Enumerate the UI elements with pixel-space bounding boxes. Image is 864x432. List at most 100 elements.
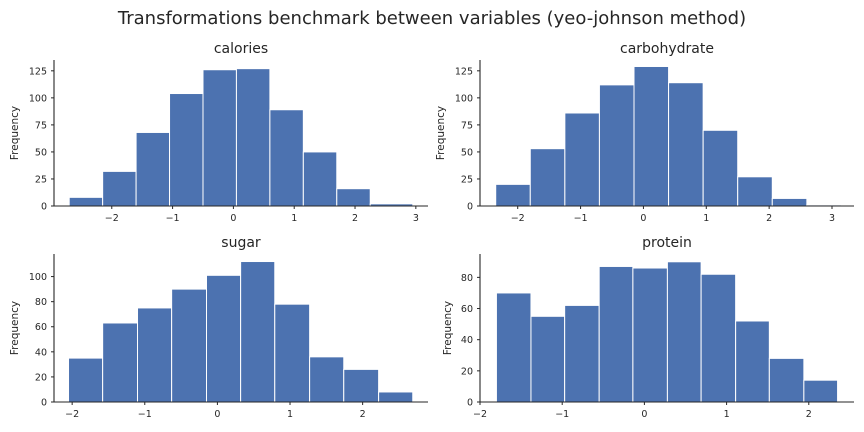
y-tick-label: 0 bbox=[41, 202, 47, 213]
x-tick-label: −2 bbox=[511, 213, 525, 224]
x-tick-label: 1 bbox=[287, 409, 293, 420]
bar bbox=[206, 274, 242, 403]
bar bbox=[240, 261, 276, 403]
x-tick-label: 0 bbox=[641, 409, 647, 420]
x-tick-label: −1 bbox=[166, 213, 180, 224]
x-tick-label: 1 bbox=[703, 213, 709, 224]
subplot-calories: −2 −1 0 1 2 3 0 25 50 75 100 125 calories Frequency bbox=[9, 41, 428, 224]
bar bbox=[564, 112, 600, 207]
y-tick-label: 75 bbox=[461, 120, 473, 131]
x-tick-label: 0 bbox=[640, 213, 646, 224]
x-tick-label: −2 bbox=[473, 409, 487, 420]
bar bbox=[302, 151, 338, 207]
x-tick-label: 1 bbox=[291, 213, 297, 224]
bar bbox=[737, 176, 773, 207]
x-tick-label: 0 bbox=[230, 213, 236, 224]
subplot-title: carbohydrate bbox=[620, 41, 714, 57]
bar bbox=[598, 265, 634, 403]
y-tick-label: 80 bbox=[35, 297, 47, 308]
y-axis-label: Frequency bbox=[9, 301, 21, 355]
bar bbox=[632, 267, 668, 403]
y-tick-label: 50 bbox=[461, 147, 473, 158]
x-tick-label: 3 bbox=[413, 213, 419, 224]
bar bbox=[803, 379, 839, 403]
bars bbox=[68, 68, 414, 207]
bar bbox=[235, 68, 271, 207]
x-tick-label: 0 bbox=[214, 409, 220, 420]
bars bbox=[495, 65, 842, 207]
subplot-title: calories bbox=[214, 41, 268, 57]
bar bbox=[495, 183, 531, 207]
y-axis-label: Frequency bbox=[9, 106, 21, 160]
bar bbox=[666, 261, 702, 403]
x-tick-label: 2 bbox=[766, 213, 772, 224]
y-tick-label: 75 bbox=[35, 120, 47, 131]
figure-title: Transformations benchmark between variab… bbox=[117, 8, 746, 29]
bars bbox=[68, 261, 414, 403]
bar bbox=[702, 129, 739, 207]
bar bbox=[102, 170, 137, 207]
y-tick-label: 0 bbox=[467, 398, 473, 409]
bar bbox=[529, 148, 566, 207]
subplot-title: sugar bbox=[221, 235, 261, 251]
bars bbox=[495, 261, 839, 403]
x-tick-label: 3 bbox=[829, 213, 835, 224]
x-tick-label: 2 bbox=[360, 409, 366, 420]
y-tick-label: 80 bbox=[461, 273, 473, 284]
y-tick-label: 40 bbox=[35, 347, 47, 358]
y-tick-label: 40 bbox=[461, 335, 473, 346]
bar bbox=[102, 322, 139, 403]
bar bbox=[171, 288, 208, 403]
y-tick-label: 125 bbox=[29, 66, 47, 77]
bar bbox=[668, 82, 704, 207]
x-tick-label: 2 bbox=[352, 213, 358, 224]
bar bbox=[68, 357, 104, 403]
bar bbox=[68, 196, 104, 207]
y-tick-label: 0 bbox=[467, 202, 473, 213]
x-tick-label: 2 bbox=[806, 409, 812, 420]
x-tick-label: −2 bbox=[65, 409, 79, 420]
y-axis-label: Frequency bbox=[442, 301, 454, 355]
y-tick-label: 125 bbox=[455, 66, 473, 77]
bar bbox=[768, 357, 805, 403]
bar bbox=[309, 356, 345, 403]
y-tick-label: 100 bbox=[455, 93, 473, 104]
x-tick-label: −2 bbox=[105, 213, 119, 224]
bar bbox=[135, 131, 171, 207]
bar bbox=[343, 368, 380, 403]
x-tick-label: −1 bbox=[574, 213, 588, 224]
x-tick-label: −1 bbox=[138, 409, 152, 420]
y-tick-label: 25 bbox=[35, 174, 47, 185]
bar bbox=[336, 188, 371, 207]
subplots-grid: −2 −1 0 1 2 30255075100125caloriesFrequency−2… bbox=[9, 41, 854, 420]
y-tick-label: 60 bbox=[461, 304, 473, 315]
x-tick-label: −1 bbox=[555, 409, 569, 420]
y-tick-label: 20 bbox=[35, 372, 47, 383]
bar bbox=[530, 315, 566, 403]
bar bbox=[735, 320, 770, 403]
y-tick-label: 100 bbox=[29, 272, 47, 283]
y-tick-label: 0 bbox=[41, 398, 47, 409]
bar bbox=[633, 65, 670, 207]
y-axis-label: Frequency bbox=[435, 106, 447, 160]
bar bbox=[137, 307, 173, 403]
x-tick-label: 1 bbox=[724, 409, 730, 420]
bar bbox=[700, 273, 737, 403]
bar bbox=[378, 391, 414, 403]
bar bbox=[274, 303, 311, 403]
y-tick-label: 50 bbox=[35, 147, 47, 158]
bar bbox=[269, 109, 304, 207]
y-tick-label: 100 bbox=[29, 93, 47, 104]
bar bbox=[169, 93, 204, 207]
bar bbox=[598, 84, 635, 207]
bar bbox=[564, 304, 600, 403]
y-tick-label: 60 bbox=[35, 322, 47, 333]
subplot-title: protein bbox=[642, 235, 692, 251]
bar bbox=[202, 69, 237, 207]
subplot-carbohydrate: −2 −1 0 1 2 3 0 25 50 75 100 125 carbohydrate Frequen… bbox=[435, 41, 854, 224]
bar bbox=[771, 197, 808, 207]
bar bbox=[495, 292, 532, 403]
